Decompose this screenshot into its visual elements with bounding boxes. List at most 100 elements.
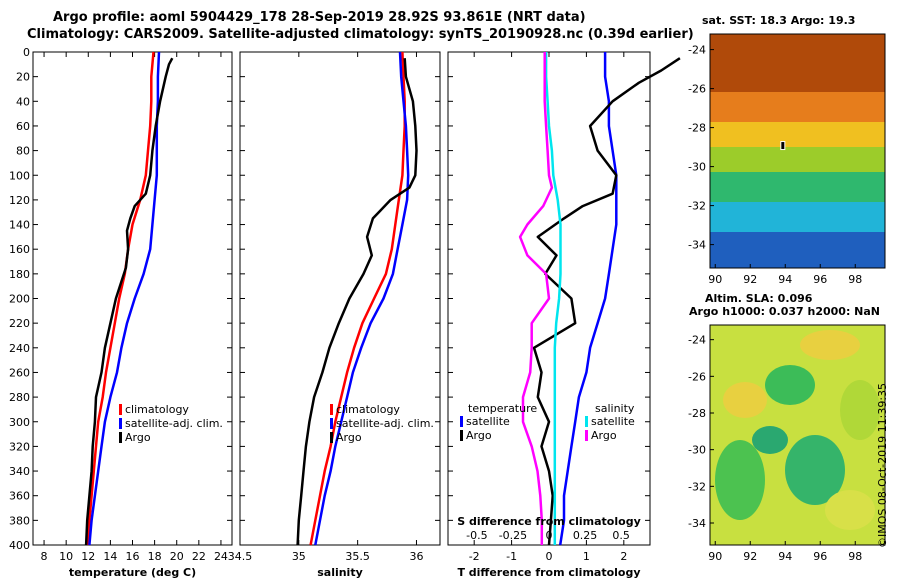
temperature-xtick-label: 12	[81, 550, 95, 563]
sla-blob-2	[765, 365, 815, 405]
depth-tick-label: 400	[9, 539, 30, 552]
depth-tick-label: 60	[16, 120, 30, 133]
temperature-panel: 8 10 12 14 16 18 20 22 2402040608010012014016018…	[9, 46, 233, 579]
sla-blob-1	[723, 382, 767, 418]
sla-map-title: Altim. SLA: 0.096	[705, 292, 813, 305]
temperature-xtick-label: 14	[103, 550, 117, 563]
salinity-axes-frame	[239, 51, 441, 546]
temperature-legend-swatch	[460, 430, 463, 441]
temperature-xtick-label: 20	[170, 550, 184, 563]
depth-tick-label: 360	[9, 490, 30, 503]
depth-tick-label: 120	[9, 194, 30, 207]
sla-map-xtick-label: 92	[743, 550, 757, 563]
sla-map-ytick-label: -32	[688, 480, 706, 493]
temperature-legend-label: Argo	[466, 429, 492, 442]
sst-band-green	[710, 172, 885, 202]
salinity-series-argo	[296, 58, 418, 546]
temperature-series-satellite-adj-clim-	[88, 51, 161, 546]
sla-blob-5	[785, 435, 845, 505]
depth-tick-label: 20	[16, 71, 30, 84]
temperature-legend-swatch	[119, 432, 122, 443]
sla-map-xtick-label: 90	[708, 550, 722, 563]
temperature-xtick-label: 22	[192, 550, 206, 563]
salinity-series-satellite-adj-clim-	[314, 51, 410, 546]
salinity-legend-swatch	[330, 404, 333, 415]
temperature-xlabel: temperature (deg C)	[69, 566, 196, 579]
salinity-series-climatology	[309, 51, 406, 546]
difference-panel: -2 -1 0 1 2 T difference from climatology temp…	[447, 51, 681, 579]
temperature-series-argo	[84, 57, 174, 546]
depth-tick-label: 0	[23, 46, 30, 59]
depth-tick-label: 80	[16, 145, 30, 158]
temperature-legend-swatch	[460, 416, 463, 427]
temperature-legend-swatch	[119, 404, 122, 415]
sst-map-xtick-label: 98	[848, 273, 862, 286]
sst-map-ytick-label: -34	[688, 239, 706, 252]
depth-tick-label: 180	[9, 268, 30, 281]
difference-xtick-label: 1	[583, 550, 590, 563]
depth-tick-label: 300	[9, 416, 30, 429]
salinity-legend-label: Argo	[336, 431, 362, 444]
salinity-legend-swatch	[585, 430, 588, 441]
salinity-xtick-label: 35	[292, 550, 306, 563]
temperature-xtick-label: 16	[126, 550, 140, 563]
salinity-xtick-label: 35.5	[345, 550, 370, 563]
temperature-legend-label: satellite	[466, 415, 510, 428]
salinity-diff-tick-label: 0	[546, 529, 553, 542]
temperature-legend-label: Argo	[125, 431, 151, 444]
sla-blob-4	[840, 380, 880, 440]
salinity-diff-tick-label: 0.25	[573, 529, 598, 542]
sla-blob-8	[752, 426, 788, 454]
sla-map-xtick-label: 98	[848, 550, 862, 563]
salinity-xtick-label: 34.5	[228, 550, 253, 563]
temperature-legend-swatch	[119, 418, 122, 429]
difference-xtick-label: 0	[546, 550, 553, 563]
sst-map-xtick-label: 94	[778, 273, 792, 286]
temperature-series-climatology	[85, 51, 155, 546]
sla-map-xtick-label: 94	[778, 550, 792, 563]
credit-text: ©IMOS 08-Oct-2019 11:39:35	[876, 382, 889, 548]
depth-tick-label: 380	[9, 514, 30, 527]
sla-blob-6	[715, 440, 765, 520]
difference-series-argo-temperature-	[532, 57, 681, 546]
sst-map-ytick-label: -24	[688, 44, 706, 57]
salinity-xtick-label: 36	[409, 550, 423, 563]
difference-series-argo-salinity-	[518, 52, 554, 545]
sst-map-title: sat. SST: 18.3 Argo: 19.3	[702, 14, 856, 27]
sst-map-ytick-label: -32	[688, 200, 706, 213]
sst-band-yellow	[710, 122, 885, 147]
depth-tick-label: 100	[9, 169, 30, 182]
salinity-legend-swatch	[585, 416, 588, 427]
sst-map-axes: 90 92 94 96 98 -24 -26 -28 -30 -32 -34	[688, 44, 862, 286]
depth-tick-label: 340	[9, 465, 30, 478]
sla-map-ytick-label: -28	[688, 407, 706, 420]
sst-map-xtick-label: 92	[743, 273, 757, 286]
depth-tick-label: 140	[9, 219, 30, 232]
temperature-legend-title: temperature	[468, 402, 537, 415]
sst-map-xtick-label: 96	[813, 273, 827, 286]
salinity-legend-label: Argo	[591, 429, 617, 442]
sst-map-ytick-label: -30	[688, 161, 706, 174]
depth-tick-label: 260	[9, 366, 30, 379]
sst-band-warm	[710, 34, 885, 92]
salinity-legend-title: salinity	[595, 402, 635, 415]
depth-tick-label: 160	[9, 243, 30, 256]
difference-xlabel: T difference from climatology	[457, 566, 640, 579]
depth-tick-label: 280	[9, 391, 30, 404]
sst-map-panel	[709, 33, 886, 269]
sst-map-xtick-label: 90	[708, 273, 722, 286]
sla-map-axes: 90 92 94 96 98 -24 -26 -28 -30 -32 -34	[688, 334, 862, 563]
title-line-1: Argo profile: aoml 5904429_178 28-Sep-20…	[53, 10, 586, 25]
salinity-legend-label: satellite	[591, 415, 635, 428]
sla-map-ytick-label: -34	[688, 517, 706, 530]
temperature-legend-label: climatology	[125, 403, 189, 416]
sla-map-ytick-label: -30	[688, 444, 706, 457]
sst-band-blue	[710, 232, 885, 268]
sst-map-ytick-label: -26	[688, 83, 706, 96]
temperature-xtick-label: 24	[214, 550, 228, 563]
salinity-legend-swatch	[330, 418, 333, 429]
salinity-panel: 34.5 35 35.5 36 salinity climatologysatellite…	[228, 51, 441, 579]
salinity-legend-label: satellite-adj. clim.	[336, 417, 434, 430]
temperature-legend-label: satellite-adj. clim.	[125, 417, 223, 430]
